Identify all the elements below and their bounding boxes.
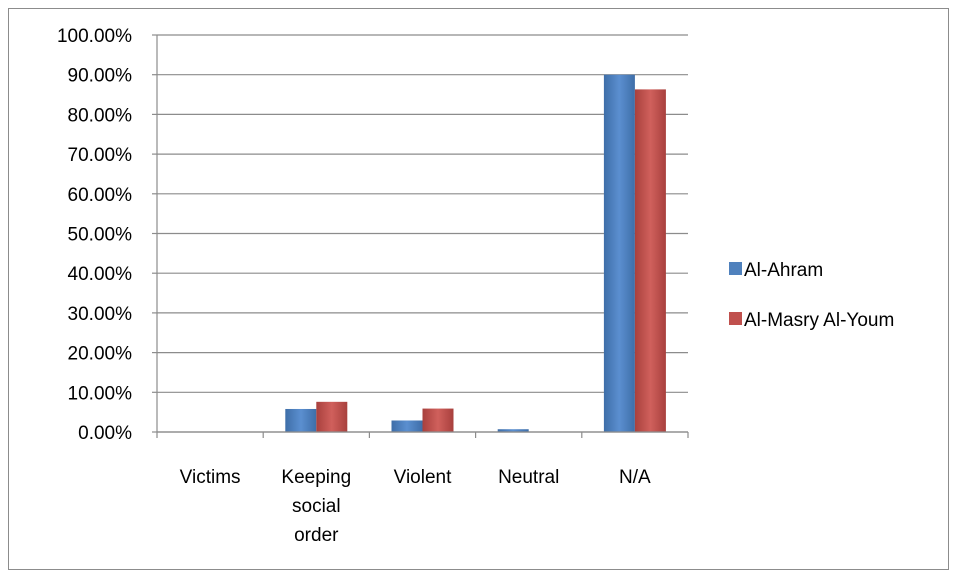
- legend-item: Al-Ahram: [729, 260, 823, 281]
- x-axis-labels: Victims Keeping social order Violent Neutral N…: [180, 467, 651, 546]
- bar-al-masry-al-youm: [316, 401, 348, 432]
- y-tick-label: 70.00%: [68, 145, 133, 166]
- y-tick-label: 0.00%: [78, 423, 132, 444]
- y-tick-label: 10.00%: [68, 383, 133, 404]
- y-tick-label: 30.00%: [68, 304, 133, 325]
- y-tick-label: 90.00%: [68, 66, 133, 87]
- y-tick-label: 50.00%: [68, 225, 133, 246]
- axes: [156, 35, 689, 438]
- legend: Al-Ahram Al-Masry Al-Youm: [729, 260, 894, 331]
- legend-label: Al-Masry Al-Youm: [744, 310, 894, 331]
- y-tick-label: 40.00%: [68, 264, 133, 285]
- y-tick-label: 100.00%: [57, 26, 132, 47]
- legend-label: Al-Ahram: [744, 260, 823, 281]
- y-tick-label: 20.00%: [68, 344, 133, 365]
- bar-al-masry-al-youm: [422, 408, 454, 432]
- bar-al-masry-al-youm: [634, 89, 666, 432]
- x-category-label: Victims: [180, 467, 241, 488]
- bar-al-ahram: [285, 408, 317, 432]
- bar-al-ahram: [391, 420, 423, 432]
- y-tick-label: 80.00%: [68, 105, 133, 126]
- x-category-label: Violent: [394, 467, 452, 488]
- chart-frame: [8, 8, 949, 570]
- x-category-label: Neutral: [498, 467, 559, 488]
- bars: [285, 74, 666, 432]
- bar-al-ahram: [497, 429, 529, 432]
- y-axis-ticks: 0.00% 10.00% 20.00% 30.00% 40.00% 50.00% 60.00…: [57, 26, 157, 444]
- legend-item: Al-Masry Al-Youm: [729, 310, 894, 331]
- x-category-label: Keeping social order: [281, 467, 351, 546]
- legend-swatch: [729, 262, 742, 275]
- x-category-label: N/A: [619, 467, 651, 488]
- y-tick-label: 60.00%: [68, 185, 133, 206]
- legend-swatch: [729, 312, 742, 325]
- bar-al-ahram: [603, 74, 635, 432]
